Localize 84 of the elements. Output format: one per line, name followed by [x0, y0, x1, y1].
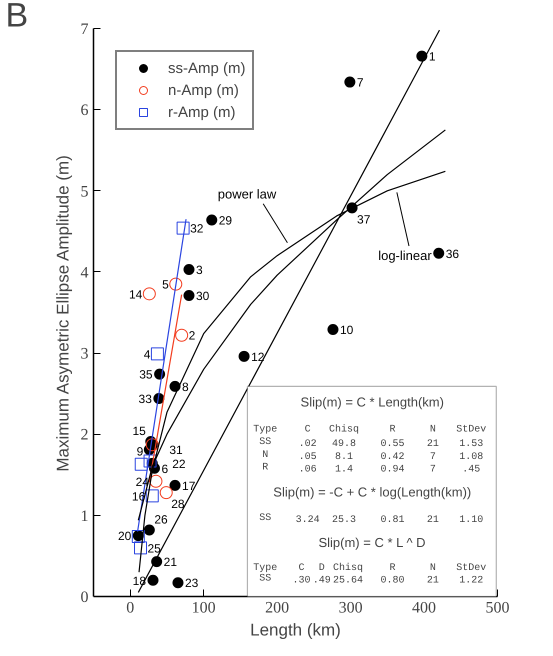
- annotation: Slip(m) = C * Length(km): [300, 394, 444, 410]
- point: [149, 474, 162, 488]
- text: Type C D Chisq R N StDev: [253, 563, 486, 574]
- y-tick-label: 4: [80, 264, 88, 282]
- point: [344, 76, 356, 88]
- annotation: power law: [218, 186, 277, 202]
- annotation: 30: [196, 288, 210, 303]
- text: SS .30 .49 25.64 0.80 21 1.22: [259, 573, 484, 586]
- point: [144, 454, 157, 468]
- point: [160, 486, 173, 500]
- x-tick-label: 300: [338, 600, 363, 616]
- annotation: 4: [144, 347, 151, 362]
- y-tick-label: 0: [80, 589, 88, 606]
- point: [206, 214, 218, 226]
- annotation: 12: [251, 350, 265, 364]
- annotation: 26: [154, 512, 168, 526]
- annotation: 35: [139, 368, 153, 382]
- annotation: 2: [188, 328, 196, 343]
- legend-label: ss-Amp (m): [168, 60, 246, 76]
- annotation: 20: [118, 529, 132, 544]
- annotation: Slip(m) = C * L ^ D: [318, 535, 426, 550]
- x-tick-label: 100: [192, 600, 216, 616]
- text: B: [6, 0, 28, 34]
- point: [134, 541, 148, 554]
- annotation: 7: [356, 76, 364, 90]
- annotation: 21: [164, 555, 178, 570]
- y-tick-label: 5: [80, 183, 88, 200]
- legend-label: n-Amp (m): [168, 82, 239, 98]
- point: [170, 380, 181, 392]
- annotation: 23: [184, 576, 199, 590]
- y-tick-label: 1: [80, 508, 88, 525]
- point: [175, 328, 188, 342]
- point: [144, 524, 155, 536]
- x-tick-label: 400: [412, 600, 436, 616]
- annotation: 32: [190, 222, 204, 236]
- annotation: 5: [162, 278, 170, 292]
- point: [238, 350, 250, 362]
- point: [134, 458, 148, 471]
- point: [170, 480, 181, 491]
- y-tick-label: 2: [80, 426, 88, 444]
- x-tick-label: 200: [265, 600, 290, 616]
- text: N .05 8.1 0.42 7 1.08: [262, 450, 484, 464]
- point: [176, 222, 190, 235]
- annotation: Slip(m) = -C + C * log(Length(km)): [273, 484, 472, 500]
- text: Type C Chisq R N StDev: [253, 424, 486, 436]
- text: SS .02 49.8 0.55 21 1.53: [259, 437, 484, 450]
- annotation: 33: [138, 392, 152, 406]
- annotation: 37: [357, 212, 371, 226]
- annotation: 36: [446, 246, 460, 261]
- text: SS 3.24 25.3 0.81 21 1.10: [259, 513, 484, 526]
- point: [169, 278, 182, 291]
- annotation: 6: [161, 462, 168, 476]
- annotation: 25: [148, 541, 162, 556]
- point: [142, 287, 156, 300]
- annotation: 29: [218, 213, 232, 228]
- point: [172, 577, 184, 588]
- annotation: 1: [428, 50, 436, 64]
- point: [146, 489, 159, 502]
- y-tick-label: 3: [80, 346, 88, 363]
- annotation: log-linear: [378, 248, 432, 264]
- annotation: 9: [136, 444, 144, 458]
- annotation: 31: [169, 443, 183, 458]
- y-tick-label: 7: [80, 21, 88, 38]
- annotation: 8: [182, 380, 190, 394]
- text: R .06 1.4 0.94 7 .45: [262, 462, 480, 476]
- x-tick-label: 500: [486, 600, 510, 616]
- annotation: 14: [128, 287, 143, 302]
- legend-label: r-Amp (m): [168, 104, 236, 120]
- point: [150, 347, 164, 360]
- y-axis-title: Maximum Asymetric Ellipse Amplitude (m): [54, 155, 72, 472]
- point: [327, 324, 338, 336]
- y-tick-label: 6: [80, 102, 88, 120]
- annotation: 17: [182, 478, 196, 493]
- point: [183, 264, 194, 275]
- annotation: 15: [132, 424, 146, 438]
- point: [183, 290, 194, 301]
- annotation: 3: [196, 262, 203, 277]
- x-tick-label: 0: [126, 600, 134, 616]
- point: [433, 248, 444, 259]
- point: [148, 574, 158, 586]
- x-axis-title: Length (km): [250, 620, 341, 640]
- annotation: 10: [340, 323, 354, 338]
- annotation: 28: [171, 497, 185, 512]
- annotation: 22: [172, 456, 186, 471]
